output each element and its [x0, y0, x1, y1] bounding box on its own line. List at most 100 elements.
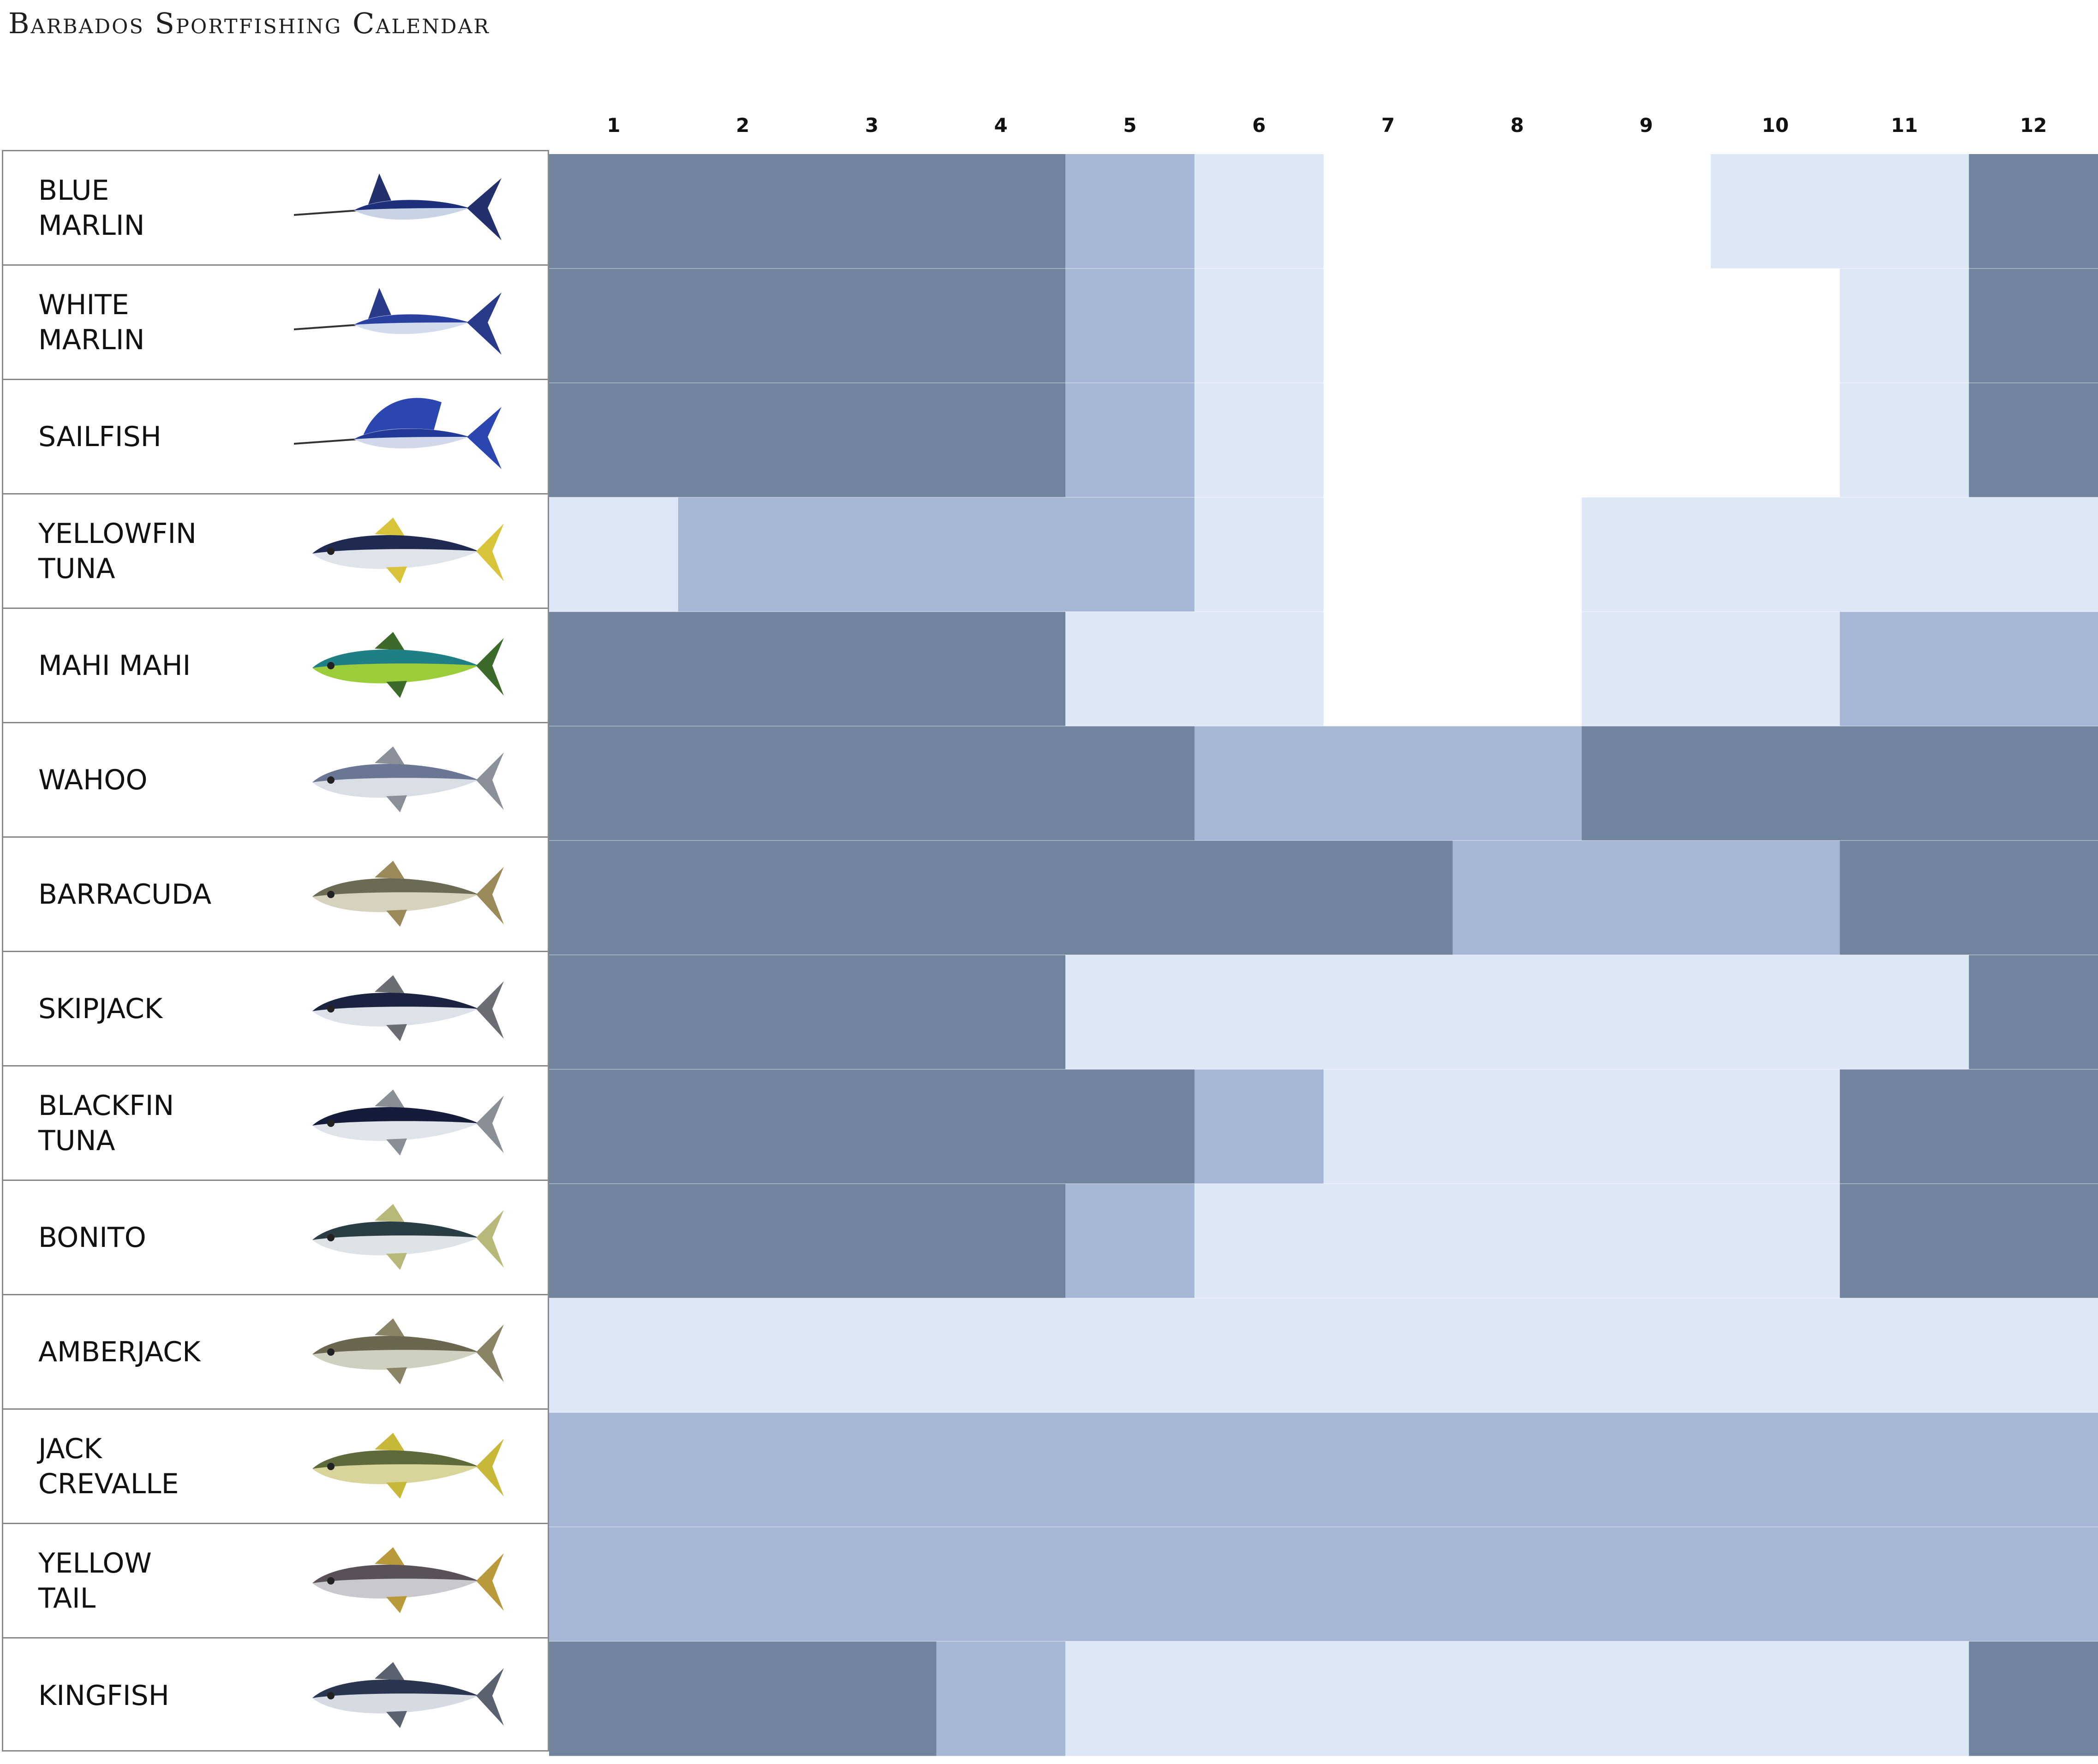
- heatmap-cell: [807, 1641, 937, 1756]
- heatmap-cell: [1582, 268, 1711, 383]
- heatmap-cell: [1969, 383, 2098, 498]
- heatmap-cell: [1969, 1184, 2098, 1299]
- calendar-heatmap: 1 2 3 4 5 6 7 8 9 10 11 12: [549, 114, 2098, 1756]
- heatmap-cell: [1065, 1069, 1195, 1184]
- species-row: YELLOWFIN TUNA: [3, 495, 548, 609]
- heatmap-cell: [678, 726, 807, 841]
- heatmap-cell: [1840, 1069, 1969, 1184]
- heatmap-cell: [1452, 726, 1582, 841]
- heatmap-cell: [549, 268, 679, 383]
- month-label-8: 8: [1511, 114, 1524, 137]
- heatmap-cell: [1065, 1184, 1195, 1299]
- heatmap-cell: [1452, 1069, 1582, 1184]
- heatmap-cell: [936, 612, 1066, 727]
- heatmap-cell: [1452, 1298, 1582, 1413]
- heatmap-cell: [1065, 154, 1195, 269]
- heatmap-cell: [678, 1527, 807, 1642]
- heatmap-cell: [1710, 726, 1840, 841]
- heatmap-cell: [807, 383, 937, 498]
- heatmap-cell: [1323, 612, 1453, 727]
- bonito-icon: [312, 1204, 504, 1270]
- heatmap-cell: [1969, 497, 2098, 612]
- species-label: BONITO: [38, 1221, 146, 1254]
- species-row: JACK CREVALLE: [3, 1410, 548, 1524]
- heatmap-cell: [936, 1069, 1066, 1184]
- heatmap-cell: [936, 154, 1066, 269]
- heatmap-cell: [1452, 612, 1582, 727]
- heatmap-cell: [1452, 840, 1582, 955]
- kingfish-icon: [312, 1662, 504, 1728]
- heatmap-cell: [1969, 726, 2098, 841]
- heatmap-cell: [1452, 154, 1582, 269]
- heatmap-cell: [1710, 1527, 1840, 1642]
- heatmap-cell: [1840, 268, 1969, 383]
- heatmap-cell: [1710, 612, 1840, 727]
- heatmap-cell: [807, 1527, 937, 1642]
- heatmap-cell: [678, 1069, 807, 1184]
- heatmap-cell: [936, 1641, 1066, 1756]
- heatmap-cell: [1969, 1412, 2098, 1527]
- month-label-7: 7: [1381, 114, 1395, 137]
- species-label: YELLOWFIN TUNA: [38, 517, 197, 585]
- blue-marlin-icon: [294, 173, 502, 240]
- heatmap-cell: [1323, 1641, 1453, 1756]
- white-marlin-icon: [294, 287, 502, 355]
- mahi-mahi-icon: [312, 632, 504, 698]
- heatmap-cell: [1065, 955, 1195, 1070]
- heatmap-cell: [1194, 383, 1324, 498]
- heatmap-cell: [1582, 497, 1711, 612]
- month-label-11: 11: [1891, 114, 1918, 137]
- species-row: BONITO: [3, 1181, 548, 1295]
- heatmap-cell: [1840, 1412, 1969, 1527]
- month-label-6: 6: [1252, 114, 1266, 137]
- heatmap-cell: [807, 154, 937, 269]
- heatmap-cell: [1710, 383, 1840, 498]
- heatmap-cell: [1710, 1298, 1840, 1413]
- heatmap-cell: [1582, 154, 1711, 269]
- month-label-1: 1: [607, 114, 620, 137]
- heatmap-cell: [1582, 955, 1711, 1070]
- heatmap-cell: [1194, 1527, 1324, 1642]
- amberjack-icon: [312, 1318, 504, 1384]
- month-label-3: 3: [865, 114, 879, 137]
- species-row: SKIPJACK: [3, 952, 548, 1067]
- species-row: YELLOW TAIL: [3, 1524, 548, 1639]
- heatmap-cell: [1194, 955, 1324, 1070]
- heatmap-cell: [1452, 383, 1582, 498]
- heatmap-cell: [678, 383, 807, 498]
- species-label: BLACKFIN TUNA: [38, 1089, 174, 1157]
- heatmap-cell: [1323, 1412, 1453, 1527]
- heatmap-cell: [1582, 1527, 1711, 1642]
- heatmap-cell: [1065, 1298, 1195, 1413]
- heatmap-cell: [1969, 1527, 2098, 1642]
- month-label-10: 10: [1762, 114, 1788, 137]
- month-label-4: 4: [994, 114, 1008, 137]
- heatmap-cell: [1969, 1069, 2098, 1184]
- month-label-9: 9: [1639, 114, 1653, 137]
- species-row: BLACKFIN TUNA: [3, 1067, 548, 1181]
- heatmap-cell: [1194, 840, 1324, 955]
- heatmap-cell: [807, 840, 937, 955]
- heatmap-cell: [549, 154, 679, 269]
- heatmap-cell: [807, 1069, 937, 1184]
- heatmap-cell: [807, 726, 937, 841]
- heatmap-cell: [1582, 383, 1711, 498]
- heatmap-cell: [1194, 612, 1324, 727]
- species-row: SAILFISH: [3, 380, 548, 495]
- species-label: KINGFISH: [38, 1680, 169, 1712]
- heatmap-cell: [1065, 1641, 1195, 1756]
- heatmap-cell: [1065, 268, 1195, 383]
- heatmap-cell: [678, 612, 807, 727]
- heatmap-cell: [678, 497, 807, 612]
- heatmap-cell: [549, 955, 679, 1070]
- heatmap-cell: [1840, 154, 1969, 269]
- chart-title: Barbados Sportfishing Calendar: [8, 6, 490, 40]
- heatmap-cell: [1710, 955, 1840, 1070]
- heatmap-cell: [807, 268, 937, 383]
- heatmap-cell: [936, 497, 1066, 612]
- heatmap-cell: [678, 1412, 807, 1527]
- heatmap-cell: [1323, 726, 1453, 841]
- heatmap-cell: [1710, 1069, 1840, 1184]
- blackfin-tuna-icon: [312, 1089, 504, 1156]
- heatmap-cell: [1582, 1184, 1711, 1299]
